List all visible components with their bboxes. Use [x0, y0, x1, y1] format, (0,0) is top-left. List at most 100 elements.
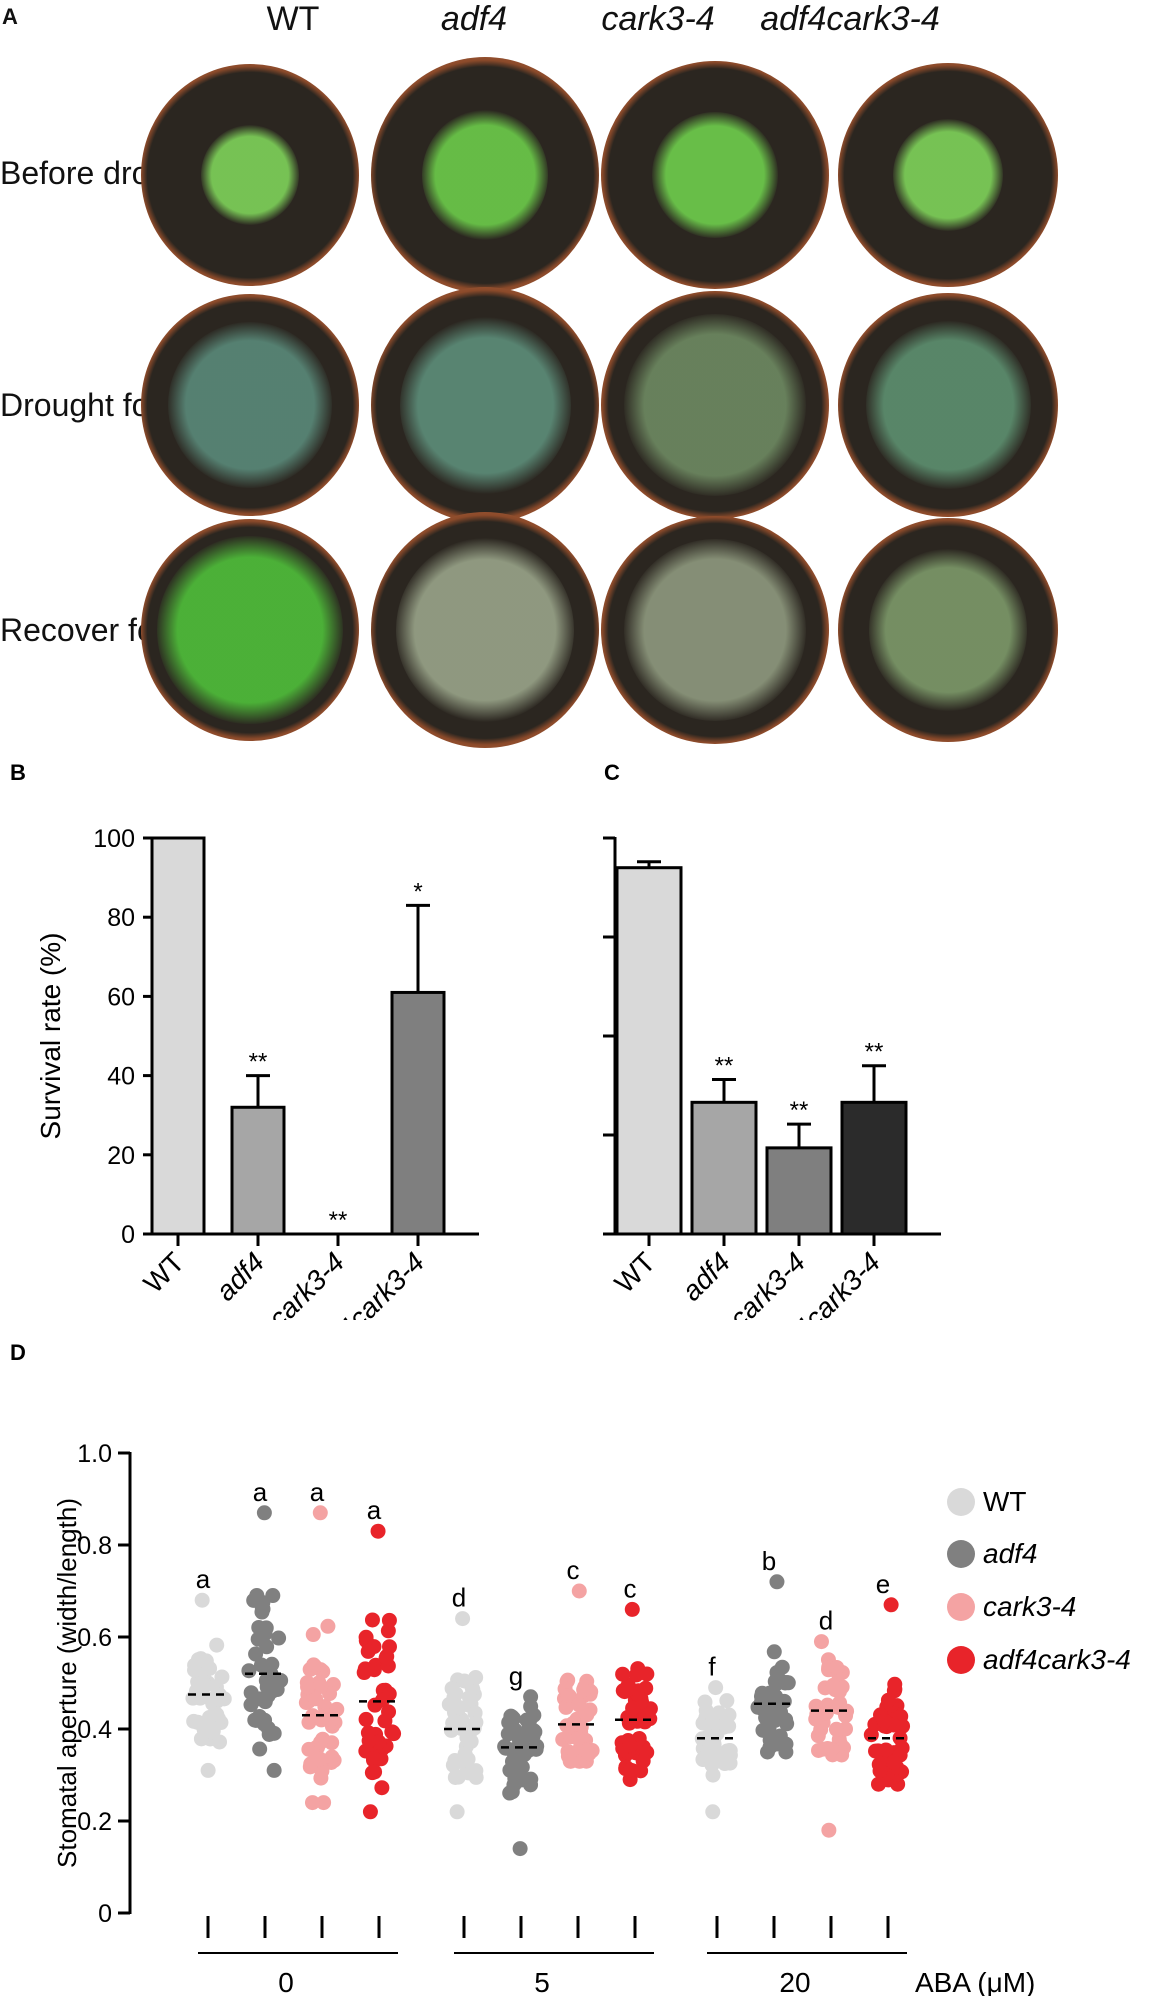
x-axis-label: ABA (μM): [915, 1967, 1035, 1996]
bar: [230, 1105, 286, 1236]
data-point: [316, 1795, 332, 1811]
y-tick-label: 0: [98, 1900, 112, 1928]
data-point: [467, 1715, 483, 1731]
data-point: [255, 1595, 271, 1611]
data-point: [252, 1741, 268, 1757]
panel-letter: D: [10, 1340, 26, 1365]
data-point: [821, 1822, 837, 1838]
y-tick-label: 0.2: [77, 1808, 112, 1836]
panel-letter: B: [10, 760, 26, 785]
data-point: [247, 1712, 263, 1728]
seedlings: [652, 112, 778, 238]
data-point: [563, 1753, 579, 1769]
genotype-label-adf4: adf4: [440, 0, 508, 38]
data-point: [825, 1677, 841, 1693]
x-tick-label: cark3-4: [723, 1246, 811, 1320]
data-point: [320, 1618, 336, 1634]
data-point: [756, 1693, 772, 1709]
data-point: [639, 1666, 655, 1682]
seedlings: [168, 321, 332, 489]
data-point: [708, 1680, 724, 1696]
data-point: [700, 1745, 716, 1761]
data-point: [445, 1757, 461, 1773]
data-point: [560, 1688, 576, 1704]
y-tick-label: 0.8: [77, 1532, 112, 1560]
data-point: [360, 1643, 376, 1659]
data-point: [324, 1749, 340, 1765]
data-point: [771, 1696, 787, 1712]
data-point: [362, 1804, 378, 1820]
data-point: [576, 1682, 592, 1698]
significance-letter: e: [876, 1569, 890, 1599]
data-point: [374, 1780, 390, 1796]
data-point: [886, 1754, 902, 1770]
x-tick-label: adf4: [210, 1246, 270, 1306]
data-point: [721, 1707, 737, 1723]
seedlings: [200, 125, 300, 225]
data-point: [358, 1711, 374, 1727]
significance-letter: c: [567, 1555, 580, 1585]
seedlings: [422, 110, 548, 240]
data-point: [248, 1646, 264, 1662]
data-point: [210, 1689, 226, 1705]
significance-letter: g: [509, 1661, 523, 1691]
data-point: [365, 1750, 381, 1766]
data-point: [829, 1659, 845, 1675]
y-tick-label: 0.4: [77, 1716, 112, 1744]
x-tick-label: adf4: [676, 1246, 736, 1306]
y-tick-label: 0: [121, 1221, 135, 1249]
data-point: [197, 1677, 213, 1693]
data-point: [304, 1795, 320, 1811]
significance-letter: d: [819, 1606, 833, 1636]
data-point: [759, 1744, 775, 1760]
data-point: [872, 1763, 888, 1779]
data-point: [635, 1753, 651, 1769]
data-point: [449, 1804, 465, 1820]
significance-letter: a: [253, 1477, 268, 1507]
data-point: [312, 1734, 328, 1750]
significance-marker: **: [865, 1039, 884, 1066]
data-point: [312, 1505, 328, 1521]
data-point: [705, 1804, 721, 1820]
data-point: [769, 1574, 785, 1590]
data-point: [521, 1718, 537, 1734]
data-point: [512, 1841, 528, 1857]
legend-marker: [947, 1646, 975, 1674]
data-point: [571, 1697, 587, 1713]
data-point: [306, 1657, 322, 1673]
significance-letter: b: [762, 1546, 776, 1576]
legend-label: adf4: [983, 1538, 1038, 1569]
data-point: [570, 1731, 586, 1747]
seedlings: [865, 321, 1031, 489]
data-point: [883, 1597, 899, 1613]
genotype-label-cark3-4: cark3-4: [601, 0, 715, 38]
data-point: [256, 1505, 272, 1521]
y-tick-label: 100: [93, 825, 135, 853]
seedlings: [399, 316, 571, 494]
data-point: [467, 1705, 483, 1721]
data-point: [457, 1746, 473, 1762]
data-point: [624, 1601, 640, 1617]
data-point: [721, 1718, 737, 1734]
data-point: [876, 1713, 892, 1729]
data-point: [758, 1710, 774, 1726]
data-point: [468, 1763, 484, 1779]
data-point: [364, 1612, 380, 1628]
data-point: [308, 1691, 324, 1707]
data-point: [200, 1762, 216, 1778]
data-point: [311, 1675, 327, 1691]
data-point: [198, 1715, 214, 1731]
data-point: [361, 1733, 377, 1749]
panel-a-letter: A: [2, 4, 18, 29]
fresh-weight-chart: C010203040Fresh weight (mg)WT**adf4**car…: [603, 760, 941, 1320]
data-point: [772, 1728, 788, 1744]
y-tick-label: 1.0: [77, 1440, 112, 1468]
data-point: [450, 1769, 466, 1785]
data-point: [186, 1713, 202, 1729]
x-tick-label: cark3-4: [262, 1246, 350, 1320]
data-point: [714, 1751, 730, 1767]
data-point: [380, 1623, 396, 1639]
y-tick-label: 0.6: [77, 1624, 112, 1652]
legend-label: adf4cark3-4: [983, 1644, 1131, 1675]
bar: [150, 836, 206, 1236]
